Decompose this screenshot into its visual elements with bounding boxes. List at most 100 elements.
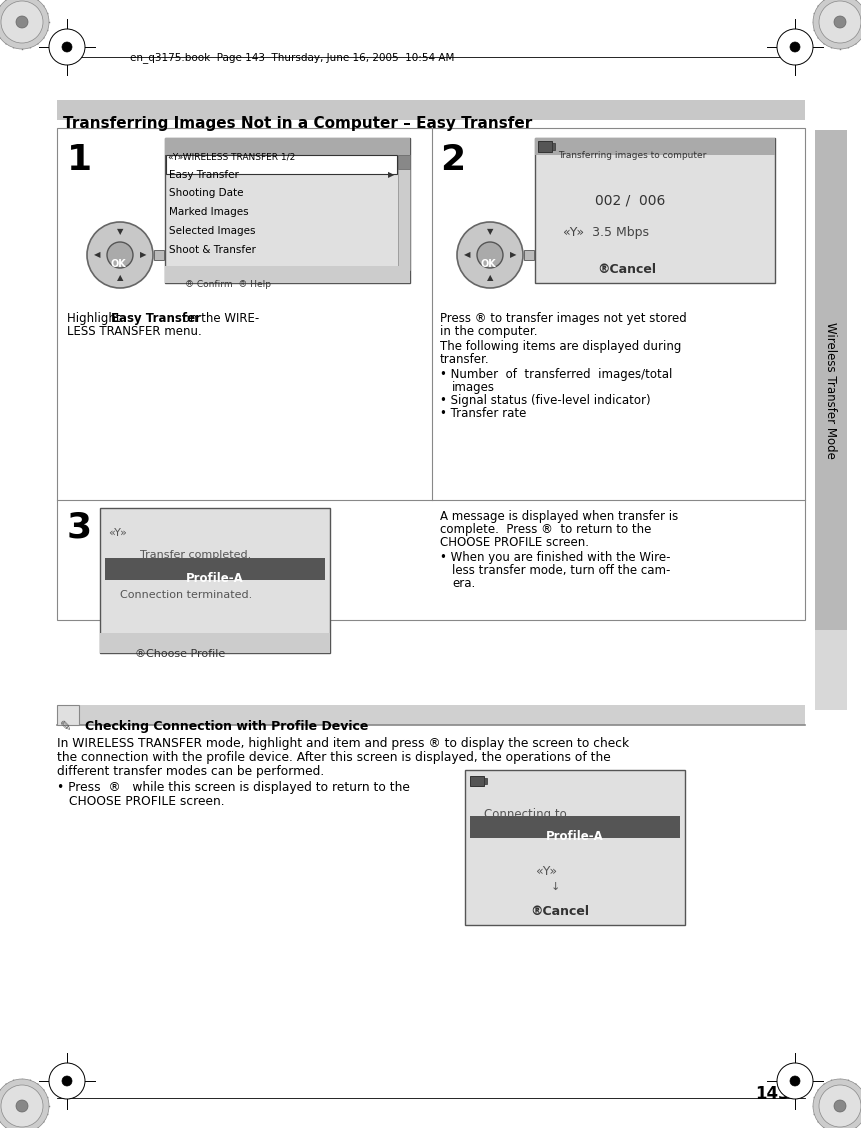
Text: ▶: ▶ [509,250,516,259]
Text: Highlight: Highlight [67,312,124,325]
Text: ®Cancel: ®Cancel [530,905,588,918]
Text: • Press  ®   while this screen is displayed to return to the: • Press ® while this screen is displayed… [57,781,409,794]
Text: ®Cancel: ®Cancel [597,263,655,276]
Text: Easy Transfer: Easy Transfer [111,312,201,325]
Text: transfer.: transfer. [439,353,489,365]
Text: • When you are finished with the Wire-: • When you are finished with the Wire- [439,550,670,564]
Bar [164,138,410,283]
Circle shape [456,222,523,288]
Circle shape [812,0,861,49]
Circle shape [789,42,799,52]
Bar [523,250,533,259]
Bar [57,100,804,120]
Circle shape [812,1079,861,1128]
Text: • Number  of  transferred  images/total: • Number of transferred images/total [439,368,672,381]
Bar [537,141,551,152]
Bar [551,143,554,150]
Text: «Y»: «Y» [536,865,557,878]
Text: on the WIRE-: on the WIRE- [179,312,259,325]
Text: OK: OK [480,259,496,268]
Text: the connection with the profile device. After this screen is displayed, the oper: the connection with the profile device. … [57,751,610,764]
Circle shape [0,1079,49,1128]
Bar [535,138,774,155]
Text: ▲: ▲ [116,273,123,282]
Bar [464,770,684,925]
Text: era.: era. [451,578,474,590]
Text: ↓: ↓ [549,882,559,892]
Text: «Y»  3.5 Mbps: «Y» 3.5 Mbps [562,226,648,239]
Bar [166,155,397,174]
Circle shape [776,29,812,65]
Text: Transfer completed.: Transfer completed. [139,550,251,559]
Text: ®Choose Profile: ®Choose Profile [135,649,225,659]
Text: images: images [451,381,494,394]
Circle shape [49,29,85,65]
Text: ® Confirm  ® Help: ® Confirm ® Help [185,280,270,289]
Circle shape [776,1063,812,1099]
Text: «Y»: «Y» [108,528,127,538]
Circle shape [62,1076,72,1086]
Text: 2: 2 [439,143,465,177]
Text: Shooting Date: Shooting Date [169,188,243,199]
Text: ▼: ▼ [486,228,492,237]
Text: CHOOSE PROFILE screen.: CHOOSE PROFILE screen. [439,536,588,549]
Text: complete.  Press ®  to return to the: complete. Press ® to return to the [439,523,651,536]
Bar [469,816,679,838]
Text: 3: 3 [67,510,92,544]
Text: ◀: ◀ [94,250,100,259]
Bar [814,130,846,631]
Text: Checking Connection with Profile Device: Checking Connection with Profile Device [85,720,368,733]
Circle shape [818,1,860,43]
Circle shape [87,222,152,288]
Bar [469,776,483,786]
Bar [814,631,846,710]
Text: Press ® to transfer images not yet stored: Press ® to transfer images not yet store… [439,312,686,325]
Circle shape [16,1100,28,1112]
Bar [100,508,330,653]
Text: OK: OK [111,259,127,268]
Text: Shoot & Transfer: Shoot & Transfer [169,245,256,255]
Text: Transferring Images Not in a Computer – Easy Transfer: Transferring Images Not in a Computer – … [63,116,531,131]
Text: ▼: ▼ [116,228,123,237]
Text: ✎: ✎ [60,720,71,734]
Text: CHOOSE PROFILE screen.: CHOOSE PROFILE screen. [69,795,225,808]
Text: Marked Images: Marked Images [169,208,248,217]
Circle shape [62,42,72,52]
Circle shape [789,1076,799,1086]
Text: less transfer mode, turn off the cam-: less transfer mode, turn off the cam- [451,564,670,578]
Circle shape [1,1085,43,1127]
Text: ▲: ▲ [486,273,492,282]
Bar [100,633,330,653]
Text: 002 /  006: 002 / 006 [594,193,665,208]
Text: Transferring images to computer: Transferring images to computer [557,151,705,160]
Circle shape [833,1100,845,1112]
Text: A message is displayed when transfer is: A message is displayed when transfer is [439,510,678,523]
Bar [483,778,486,784]
Text: ▶: ▶ [387,170,394,179]
Circle shape [476,243,503,268]
Circle shape [16,16,28,28]
Text: Connection terminated.: Connection terminated. [120,590,252,600]
Text: different transfer modes can be performed.: different transfer modes can be performe… [57,765,324,778]
Text: Selected Images: Selected Images [169,226,255,236]
Bar [80,705,804,725]
Text: LESS TRANSFER menu.: LESS TRANSFER menu. [67,325,201,338]
Text: in the computer.: in the computer. [439,325,537,338]
Text: Wireless Transfer Mode: Wireless Transfer Mode [823,321,837,458]
Text: 1: 1 [67,143,92,177]
Text: In WIRELESS TRANSFER mode, highlight and item and press ® to display the screen : In WIRELESS TRANSFER mode, highlight and… [57,737,629,750]
Circle shape [49,1063,85,1099]
Circle shape [1,1,43,43]
Text: «Y»WIRELESS TRANSFER 1/2: «Y»WIRELESS TRANSFER 1/2 [168,152,295,161]
Bar [164,138,410,155]
Text: ◀: ◀ [463,250,470,259]
Text: ▶: ▶ [139,250,146,259]
Bar [535,138,774,283]
Circle shape [107,243,133,268]
Circle shape [818,1085,860,1127]
Circle shape [0,0,49,49]
Text: 143: 143 [754,1085,789,1103]
Text: • Transfer rate: • Transfer rate [439,407,526,420]
Bar [105,558,325,580]
Circle shape [833,16,845,28]
